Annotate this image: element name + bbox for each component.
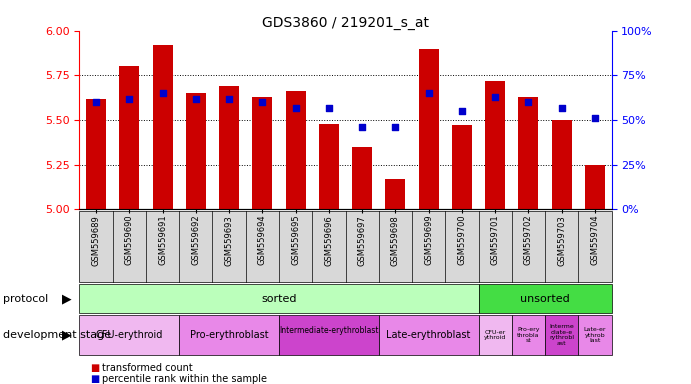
Point	[224, 96, 235, 102]
Text: Late-erythroblast: Late-erythroblast	[386, 330, 471, 340]
Point	[456, 108, 467, 114]
Text: CFU-erythroid: CFU-erythroid	[95, 330, 163, 340]
Text: CFU-er
ythroid: CFU-er ythroid	[484, 330, 507, 340]
Bar	[452, 125, 472, 209]
Point	[589, 115, 600, 121]
Point	[124, 96, 135, 102]
Text: Interme
diate-e
rythrobl
ast: Interme diate-e rythrobl ast	[549, 324, 574, 346]
Point	[490, 94, 501, 100]
Text: Intermediate-erythroblast: Intermediate-erythroblast	[279, 326, 379, 344]
Point	[390, 124, 401, 130]
Point	[323, 104, 334, 111]
Bar	[252, 97, 272, 209]
Point	[523, 99, 534, 105]
Bar	[585, 165, 605, 209]
Bar	[285, 91, 305, 209]
Bar	[419, 48, 439, 209]
Point	[556, 104, 567, 111]
Bar	[485, 81, 505, 209]
Bar	[153, 45, 173, 209]
Text: Pro-erythroblast: Pro-erythroblast	[190, 330, 268, 340]
Text: Late-er
ythrob
last: Late-er ythrob last	[584, 327, 606, 343]
Text: ▶: ▶	[62, 292, 72, 305]
Point	[157, 90, 168, 96]
Text: percentile rank within the sample: percentile rank within the sample	[102, 374, 267, 384]
Point	[91, 99, 102, 105]
Bar	[186, 93, 206, 209]
Point	[357, 124, 368, 130]
Bar	[319, 124, 339, 209]
Text: protocol: protocol	[3, 293, 48, 304]
Point	[190, 96, 201, 102]
Bar	[352, 147, 372, 209]
Text: unsorted: unsorted	[520, 293, 570, 304]
Bar	[86, 99, 106, 209]
Bar	[551, 120, 571, 209]
Text: sorted: sorted	[261, 293, 296, 304]
Title: GDS3860 / 219201_s_at: GDS3860 / 219201_s_at	[262, 16, 429, 30]
Text: transformed count: transformed count	[102, 363, 193, 373]
Text: ▶: ▶	[62, 329, 72, 341]
Text: ■: ■	[90, 374, 99, 384]
Text: ■: ■	[90, 363, 99, 373]
Bar	[219, 86, 239, 209]
Bar	[518, 97, 538, 209]
Point	[423, 90, 434, 96]
Point	[290, 104, 301, 111]
Text: Pro-ery
throbla
st: Pro-ery throbla st	[517, 327, 540, 343]
Text: development stage: development stage	[3, 330, 111, 340]
Bar	[386, 179, 406, 209]
Bar	[120, 66, 140, 209]
Point	[257, 99, 268, 105]
